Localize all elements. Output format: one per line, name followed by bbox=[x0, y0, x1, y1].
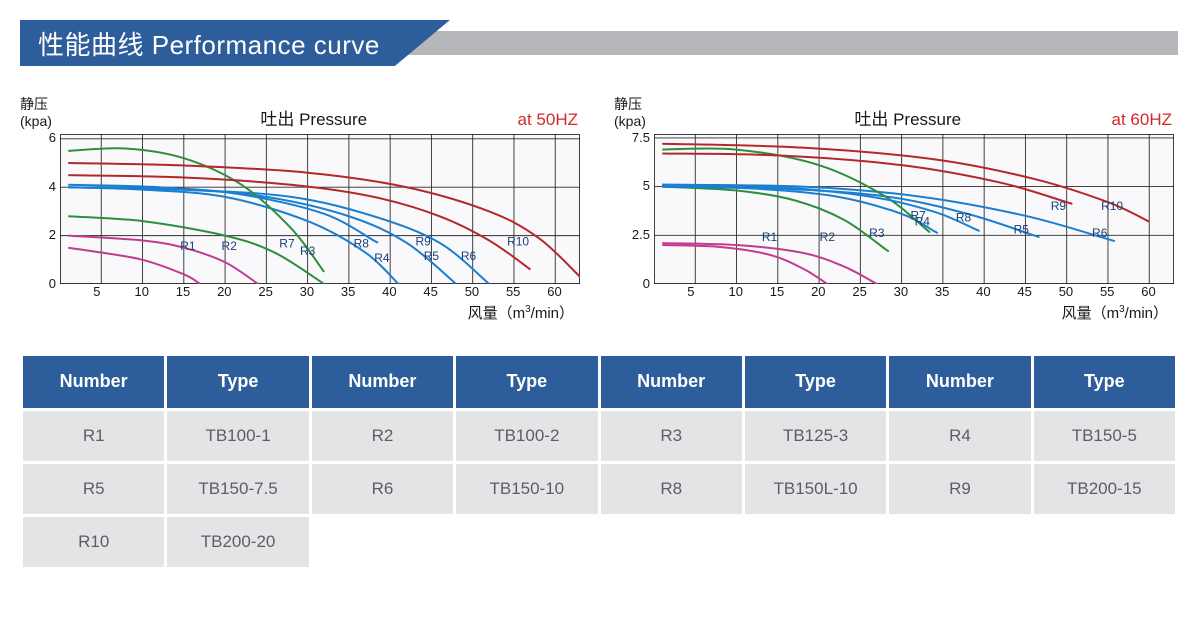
charts-row: 静压 (kpa) 吐出 Pressure at 50HZ 0246 R1 R2 R3… bbox=[20, 96, 1178, 323]
xaxis-label-50: 风量（m3/min） bbox=[60, 302, 580, 323]
curve-label-R2: R2 bbox=[222, 239, 238, 253]
chart-svg-50: R1 R2 R3 R4 R5 R6 R7 R8 R9 R10 bbox=[60, 134, 580, 284]
curve-label-R10: R10 bbox=[1101, 199, 1123, 213]
yaxis-label-50: 静压 (kpa) bbox=[20, 96, 80, 130]
xticks-50: 51015202530354045505560 bbox=[60, 284, 580, 300]
table-cell bbox=[601, 517, 742, 567]
table-row: R5TB150-7.5R6TB150-10R8TB150L-10R9TB200-… bbox=[23, 464, 1175, 514]
table-cell: TB150-10 bbox=[456, 464, 597, 514]
table-cell: R8 bbox=[601, 464, 742, 514]
title-banner: 性能曲线 Performance curve bbox=[20, 20, 1178, 66]
curve-label-R6: R6 bbox=[461, 248, 477, 262]
table-cell: R3 bbox=[601, 411, 742, 461]
yaxis-label-60: 静压 (kpa) bbox=[614, 96, 674, 130]
curve-label-R5: R5 bbox=[424, 248, 440, 262]
table-cell: TB125-3 bbox=[745, 411, 886, 461]
chart-title-50: 吐出 Pressure bbox=[80, 105, 518, 130]
table-cell: R4 bbox=[889, 411, 1030, 461]
chart-50hz: 静压 (kpa) 吐出 Pressure at 50HZ 0246 R1 R2 R3… bbox=[20, 96, 584, 323]
curve-label-R8: R8 bbox=[354, 236, 370, 250]
curve-label-R3: R3 bbox=[300, 244, 316, 258]
table-cell: TB150-5 bbox=[1034, 411, 1175, 461]
table-header-4: Number bbox=[601, 356, 742, 408]
table-cell: TB100-1 bbox=[167, 411, 308, 461]
table-header-7: Type bbox=[1034, 356, 1175, 408]
table-header-2: Number bbox=[312, 356, 453, 408]
curve-label-R9: R9 bbox=[416, 234, 432, 248]
table-cell: TB200-20 bbox=[167, 517, 308, 567]
freq-label-50: at 50HZ bbox=[518, 110, 584, 130]
curve-label-R6: R6 bbox=[1092, 226, 1108, 240]
table-cell: TB150L-10 bbox=[745, 464, 886, 514]
table-cell: TB150-7.5 bbox=[167, 464, 308, 514]
table-cell: R2 bbox=[312, 411, 453, 461]
table-cell bbox=[312, 517, 453, 567]
curve-label-R7: R7 bbox=[279, 236, 295, 250]
table-row: R1TB100-1R2TB100-2R3TB125-3R4TB150-5 bbox=[23, 411, 1175, 461]
table-cell: R5 bbox=[23, 464, 164, 514]
table-cell: TB200-15 bbox=[1034, 464, 1175, 514]
curve-label-R1: R1 bbox=[180, 239, 196, 253]
table-cell: TB100-2 bbox=[456, 411, 597, 461]
banner-title: 性能曲线 Performance curve bbox=[20, 20, 450, 66]
table-cell bbox=[889, 517, 1030, 567]
table-cell bbox=[745, 517, 886, 567]
table-header-6: Number bbox=[889, 356, 1030, 408]
curve-label-R2: R2 bbox=[820, 230, 836, 244]
xticks-60: 51015202530354045505560 bbox=[654, 284, 1174, 300]
curve-label-R4: R4 bbox=[374, 251, 390, 265]
xaxis-label-60: 风量（m3/min） bbox=[654, 302, 1174, 323]
chart-60hz: 静压 (kpa) 吐出 Pressure at 60HZ 02.557.5 R1… bbox=[614, 96, 1178, 323]
table-cell bbox=[456, 517, 597, 567]
table-header-5: Type bbox=[745, 356, 886, 408]
yticks-50: 0246 bbox=[20, 134, 60, 284]
reference-table: NumberTypeNumberTypeNumberTypeNumberType… bbox=[20, 353, 1178, 570]
table-header-0: Number bbox=[23, 356, 164, 408]
freq-label-60: at 60HZ bbox=[1112, 110, 1178, 130]
chart-title-60: 吐出 Pressure bbox=[674, 105, 1112, 130]
table-cell: R9 bbox=[889, 464, 1030, 514]
curve-label-R8: R8 bbox=[956, 210, 972, 224]
table-cell: R6 bbox=[312, 464, 453, 514]
table-cell: R1 bbox=[23, 411, 164, 461]
curve-label-R5: R5 bbox=[1014, 222, 1030, 236]
curve-label-R7: R7 bbox=[910, 208, 926, 222]
curve-label-R10: R10 bbox=[507, 234, 529, 248]
curve-label-R9: R9 bbox=[1051, 199, 1067, 213]
table-cell bbox=[1034, 517, 1175, 567]
table-cell: R10 bbox=[23, 517, 164, 567]
curve-label-R1: R1 bbox=[762, 230, 778, 244]
table-header-1: Type bbox=[167, 356, 308, 408]
yticks-60: 02.557.5 bbox=[614, 134, 654, 284]
table-row: R10TB200-20 bbox=[23, 517, 1175, 567]
table-header-3: Type bbox=[456, 356, 597, 408]
chart-svg-60: R1R2R3R4R5R6R7R8R9R10 bbox=[654, 134, 1174, 284]
curve-label-R3: R3 bbox=[869, 226, 885, 240]
